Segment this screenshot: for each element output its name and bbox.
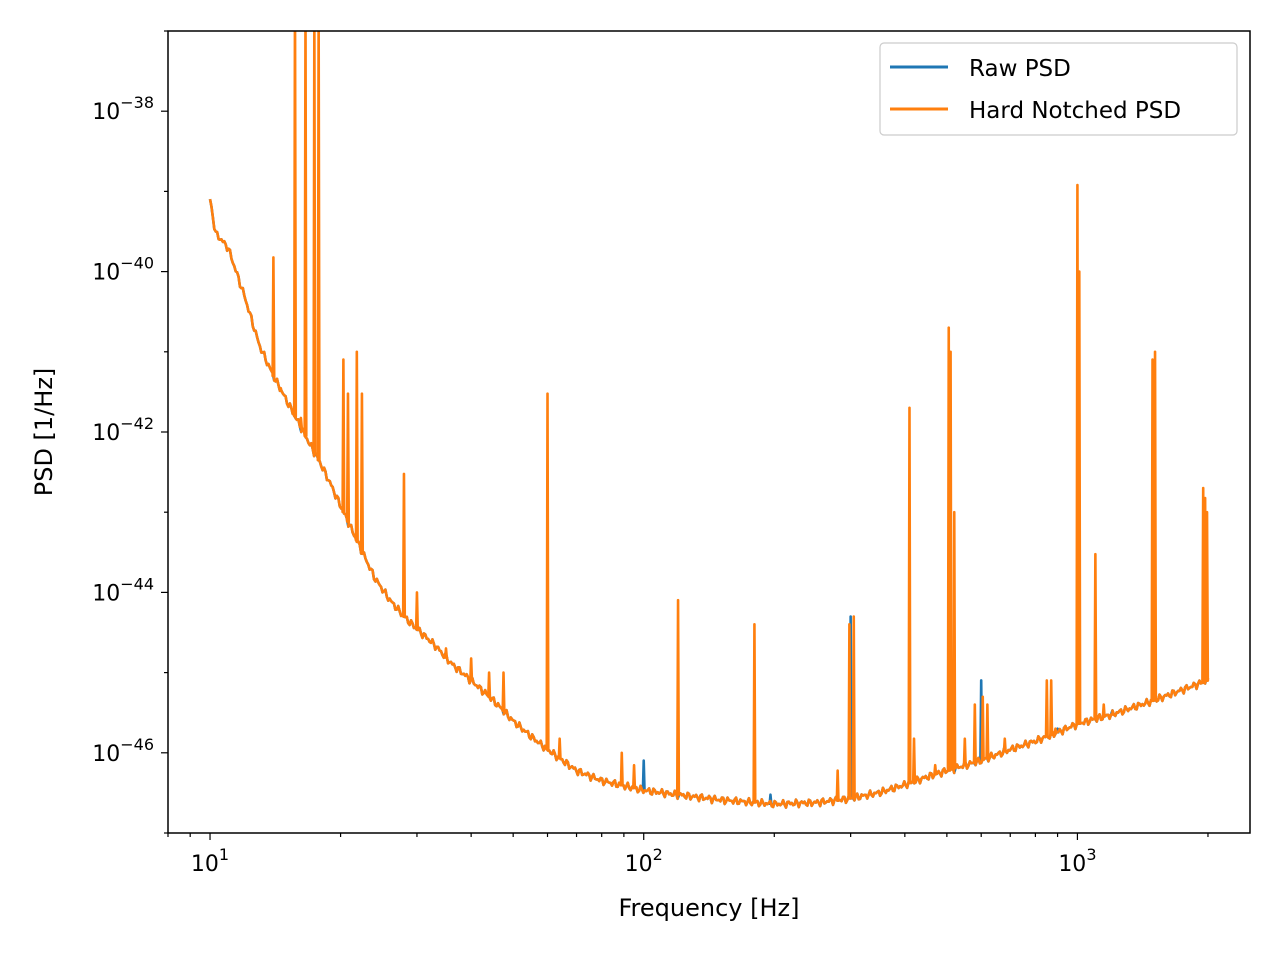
legend-frame [879,42,1238,136]
x-tick-label: 103 [1058,845,1096,877]
y-tick-label: 10−38 [92,93,154,125]
y-tick-label: 10−40 [92,254,154,286]
x-tick-label: 102 [625,845,663,877]
y-axis-label: PSD [1/Hz] [30,368,58,497]
y-axis: 10−38 10−40 10−42 10−44 10−46 [92,30,168,834]
legend-label-hard-notched-psd: Hard Notched PSD [969,98,1181,124]
series-layer [208,31,1210,809]
plot-frame [167,30,1251,834]
plot-area [168,31,1250,833]
y-tick-label: 10−44 [92,574,154,606]
x-tick-label: 101 [191,845,229,877]
legend-label-raw-psd: Raw PSD [969,56,1071,82]
y-tick-label: 10−46 [92,735,154,767]
x-axis: 101 102 103 [167,833,1209,877]
x-axis-label: Frequency [Hz] [619,894,800,922]
legend: Raw PSD Hard Notched PSD [879,42,1238,136]
series-line-hard-notched-psd [208,31,1210,809]
y-tick-label: 10−42 [92,414,154,446]
